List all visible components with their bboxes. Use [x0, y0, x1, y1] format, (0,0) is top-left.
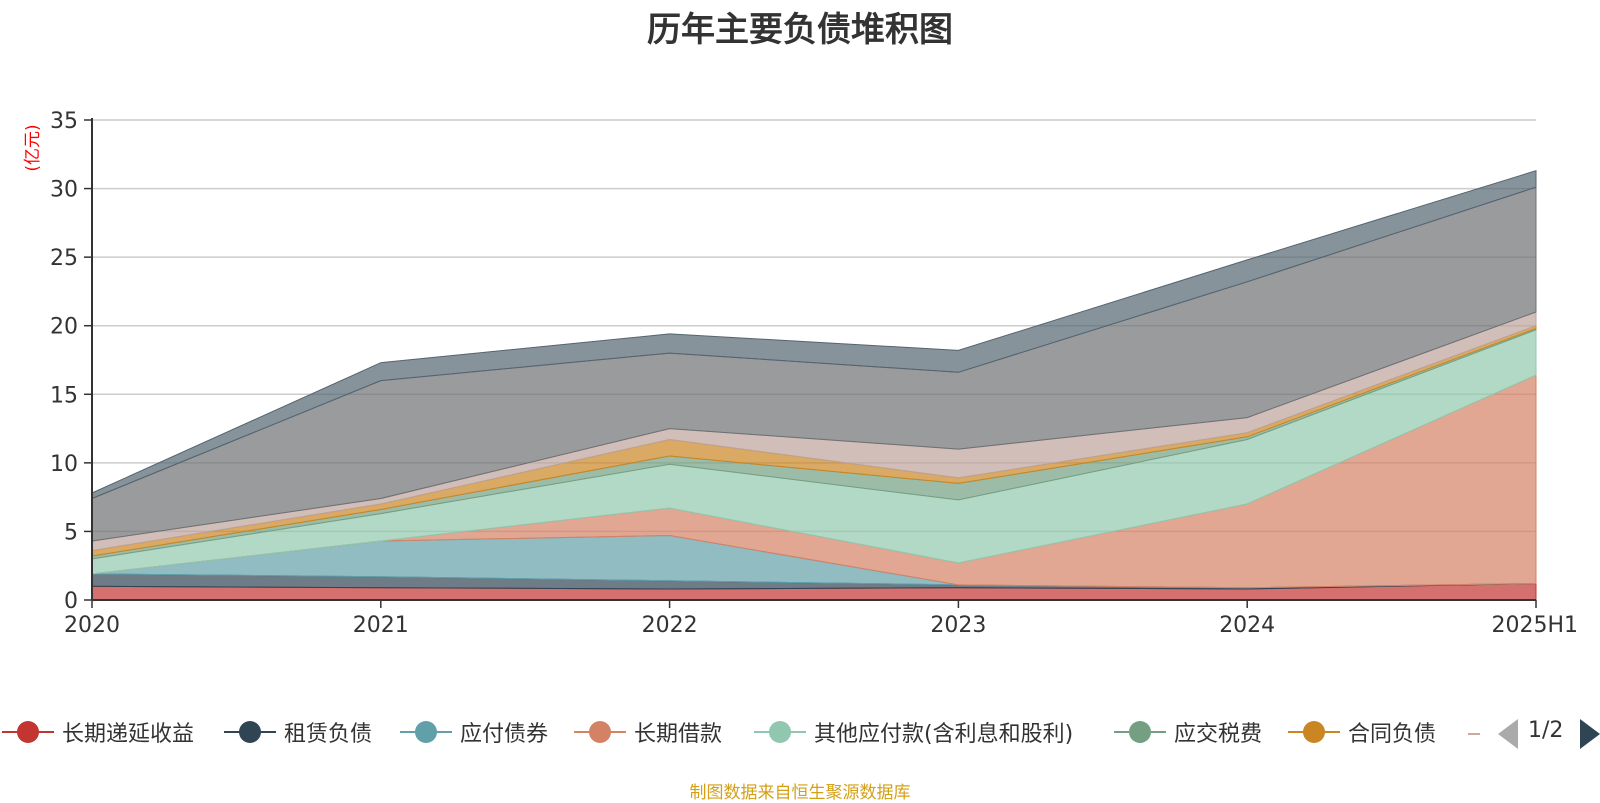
source-note: 制图数据来自恒生聚源数据库	[689, 783, 911, 803]
legend-item-1[interactable]: 租赁负债	[222, 712, 372, 752]
x-tick-label: 2022	[642, 613, 698, 638]
legend-page-indicator: 1/2	[1528, 718, 1564, 743]
y-tick-label: 20	[50, 315, 78, 340]
legend-item-3[interactable]: 长期借款	[572, 712, 722, 752]
area-series-9[interactable]	[91, 170, 1537, 500]
legend-marker-icon	[222, 717, 278, 747]
legend-next-page-icon[interactable]	[1580, 719, 1600, 749]
legend-marker-icon	[1112, 717, 1168, 747]
legend-marker-icon	[1286, 717, 1342, 747]
x-tick-label: 2021	[353, 613, 409, 638]
y-tick-label: 0	[64, 589, 78, 614]
x-tick-label: 2024	[1219, 613, 1275, 638]
x-tick-label: 2020	[64, 613, 120, 638]
legend-label: 其他应付款(含利息和股利)	[814, 722, 1074, 747]
legend-label: 长期递延收益	[62, 722, 195, 747]
legend-label: 租赁负债	[284, 722, 373, 747]
legend-marker-icon	[572, 717, 628, 747]
legend-label: 应付债券	[460, 722, 549, 747]
y-tick-label: 5	[64, 520, 78, 545]
axes: 0 5 10 15 20 25 30 35 2020 2021 2022 2023 2024 2025H1	[50, 109, 1578, 638]
x-tick-label: 2025H1	[1491, 613, 1578, 638]
y-tick-label: 25	[50, 246, 78, 271]
legend-marker-icon	[0, 717, 56, 747]
legend-marker-icon	[398, 717, 454, 747]
chart-title: 历年主要负债堆积图	[647, 10, 953, 50]
y-tick-label: 30	[50, 178, 78, 203]
x-tick-label: 2023	[930, 613, 986, 638]
legend-item-2[interactable]: 应付债券	[398, 712, 548, 752]
legend-item-4[interactable]: 其他应付款(含利息和股利)	[752, 712, 1073, 752]
legend-item-6[interactable]: 合同负债	[1286, 712, 1436, 752]
legend-label: 合同负债	[1348, 722, 1437, 747]
y-tick-label: 35	[50, 109, 78, 134]
y-axis-label: (亿元)	[23, 124, 43, 171]
legend-prev-page-icon[interactable]	[1498, 719, 1518, 749]
legend-label: 长期借款	[634, 722, 723, 747]
y-tick-label: 15	[50, 383, 78, 408]
y-tick-label: 10	[50, 452, 78, 477]
stacked-area-chart: 0 5 10 15 20 25 30 35 2020 2021 2022 2023 2024 2025H1…	[23, 109, 1578, 638]
legend-item-truncated-marker[interactable]	[1468, 733, 1480, 735]
legend: 长期递延收益 租赁负债 应付债券 长期借款 其他应付款(含利息和股利) 应交税费 合同负债	[0, 712, 1600, 752]
legend-item-0[interactable]: 长期递延收益	[0, 712, 194, 752]
area-series	[91, 170, 1537, 601]
legend-label: 应交税费	[1174, 722, 1263, 747]
legend-marker-icon	[752, 717, 808, 747]
legend-item-5[interactable]: 应交税费	[1112, 712, 1262, 752]
